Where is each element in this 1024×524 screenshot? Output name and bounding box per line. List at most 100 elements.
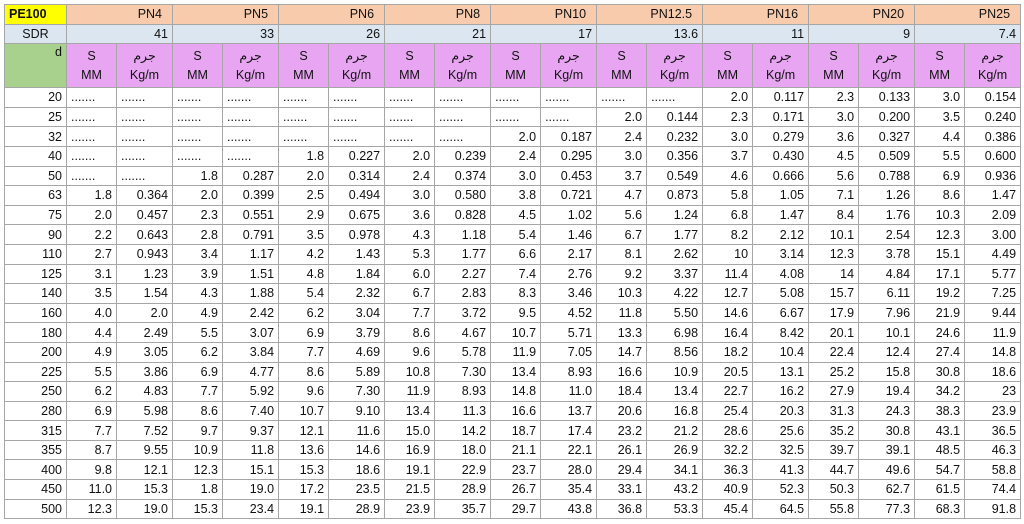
thickness-cell: 25.4: [702, 400, 754, 422]
weight-cell: 4.77: [222, 361, 280, 383]
sdr-cell: 9: [808, 23, 916, 45]
thickness-cell: 4.5: [808, 145, 860, 167]
thickness-cell: 2.4: [596, 126, 648, 147]
weight-cell: 18.0: [434, 439, 492, 461]
thickness-cell: 9.5: [490, 302, 542, 324]
weight-cell: 19.0: [115, 498, 174, 520]
weight-cell: 0.978: [328, 224, 386, 245]
weight-cell: 5.98: [115, 400, 174, 422]
thickness-cell: 6.9: [66, 400, 117, 422]
thickness-cell: .......: [172, 145, 224, 167]
standard-cell: PE100: [4, 4, 67, 25]
weight-cell: 1.23: [115, 263, 174, 285]
thickness-cell: 11.9: [490, 341, 542, 363]
thickness-cell: 15.7: [808, 283, 860, 304]
weight-cell: 15.3: [115, 479, 174, 500]
diameter-cell: 32: [4, 126, 67, 147]
thickness-cell: 8.6: [914, 185, 966, 206]
weight-cell: 20.3: [752, 400, 810, 422]
thickness-cell: 3.5: [278, 224, 330, 245]
pressure-cell: PN20: [808, 4, 916, 25]
thickness-cell: 4.3: [172, 283, 224, 304]
thickness-cell: 3.5: [914, 106, 966, 128]
weight-cell: 0.287: [222, 165, 280, 187]
thickness-cell: 8.6: [278, 361, 330, 383]
weight-cell: 39.1: [858, 439, 916, 461]
thickness-cell: 21.1: [490, 439, 542, 461]
weight-cell: 24.3: [858, 400, 916, 422]
thickness-cell: 17.2: [278, 479, 330, 500]
thickness-cell: 8.7: [66, 439, 117, 461]
thickness-cell: 61.5: [914, 479, 966, 500]
weight-cell: 1.76: [858, 204, 916, 226]
weight-cell: 23.4: [222, 498, 280, 520]
diameter-cell: 40: [4, 145, 67, 167]
header-text: S: [935, 48, 944, 63]
thickness-cell: .......: [278, 126, 330, 147]
thickness-cell: 15.3: [172, 498, 224, 520]
weight-cell: 0.399: [222, 185, 280, 206]
weight-cell: .......: [115, 106, 174, 128]
weight-cell: 22.1: [540, 439, 598, 461]
thickness-cell: 11.8: [596, 302, 648, 324]
weight-cell: 1.46: [540, 224, 598, 245]
header-text: Kg/m: [235, 67, 266, 82]
table-row: 50.............. 1.8 0.287 2.0 0.314 2.4 0.374…: [4, 165, 1022, 187]
weight-cell: 5.78: [434, 341, 492, 363]
thickness-header: S MM: [278, 43, 330, 89]
weight-cell: 64.5: [752, 498, 810, 520]
sdr-cell: 17: [490, 23, 598, 45]
weight-cell: 28.9: [328, 498, 386, 520]
weight-cell: 3.05: [115, 341, 174, 363]
thickness-cell: 3.6: [808, 126, 860, 147]
pressure-cell: PN10: [490, 4, 598, 25]
header-text: S: [87, 48, 96, 63]
thickness-cell: 34.2: [914, 381, 966, 402]
header-text: Kg/m: [977, 67, 1008, 82]
diameter-cell: 315: [4, 420, 67, 441]
thickness-cell: 9.2: [596, 263, 648, 285]
weight-cell: 2.62: [646, 243, 704, 265]
thickness-cell: 2.3: [702, 106, 754, 128]
header-text: S: [829, 48, 838, 63]
thickness-cell: 29.7: [490, 498, 542, 520]
weight-cell: .......: [540, 106, 598, 128]
thickness-cell: 2.0: [172, 185, 224, 206]
thickness-cell: 11.4: [702, 263, 754, 285]
thickness-cell: 6.9: [278, 322, 330, 343]
weight-cell: 0.494: [328, 185, 386, 206]
thickness-cell: 5.6: [596, 204, 648, 226]
thickness-cell: 2.5: [278, 185, 330, 206]
thickness-cell: 5.5: [914, 145, 966, 167]
diameter-cell: 140: [4, 283, 67, 304]
weight-cell: 19.4: [858, 381, 916, 402]
thickness-cell: 6.6: [490, 243, 542, 265]
thickness-cell: 15.1: [914, 243, 966, 265]
weight-cell: 5.71: [540, 322, 598, 343]
weight-cell: 91.8: [964, 498, 1022, 520]
thickness-cell: 25.2: [808, 361, 860, 383]
diameter-cell: 400: [4, 459, 67, 481]
weight-cell: 4.84: [858, 263, 916, 285]
thickness-cell: 2.0: [384, 145, 436, 167]
weight-cell: 58.8: [964, 459, 1022, 481]
thickness-header: S MM: [66, 43, 117, 89]
thickness-cell: 2.3: [172, 204, 224, 226]
weight-cell: 4.22: [646, 283, 704, 304]
weight-cell: 0.600: [964, 145, 1022, 167]
thickness-cell: 3.0: [702, 126, 754, 147]
thickness-cell: 4.6: [702, 165, 754, 187]
thickness-cell: 7.1: [808, 185, 860, 206]
weight-cell: 1.84: [328, 263, 386, 285]
weight-cell: 12.4: [858, 341, 916, 363]
thickness-cell: 22.7: [702, 381, 754, 402]
weight-cell: 0.936: [964, 165, 1022, 187]
thickness-cell: 55.8: [808, 498, 860, 520]
weight-cell: 9.10: [328, 400, 386, 422]
weight-cell: 3.84: [222, 341, 280, 363]
weight-cell: 11.6: [328, 420, 386, 441]
weight-cell: 0.117: [752, 87, 810, 108]
weight-cell: 13.1: [752, 361, 810, 383]
weight-cell: 1.77: [434, 243, 492, 265]
thickness-cell: 2.0: [702, 87, 754, 108]
